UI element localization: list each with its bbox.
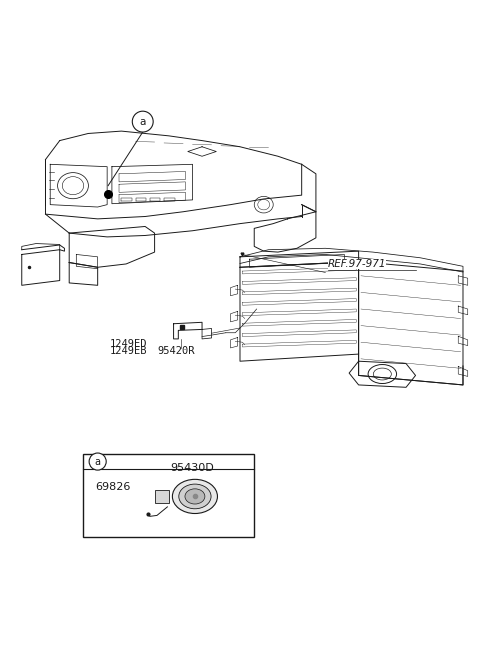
- FancyBboxPatch shape: [155, 490, 169, 502]
- Ellipse shape: [185, 489, 205, 504]
- Text: 95420R: 95420R: [157, 346, 194, 356]
- Circle shape: [89, 453, 106, 470]
- Ellipse shape: [179, 484, 211, 509]
- Text: REF.97-971: REF.97-971: [328, 258, 386, 269]
- Text: 69826: 69826: [96, 482, 131, 492]
- Text: 1249EB: 1249EB: [109, 346, 147, 356]
- Circle shape: [132, 111, 153, 132]
- Ellipse shape: [172, 480, 217, 514]
- Text: a: a: [95, 457, 101, 466]
- Text: 95430D: 95430D: [171, 462, 215, 473]
- Text: a: a: [140, 117, 146, 127]
- Bar: [84, 454, 254, 537]
- Text: 1249ED: 1249ED: [109, 339, 147, 350]
